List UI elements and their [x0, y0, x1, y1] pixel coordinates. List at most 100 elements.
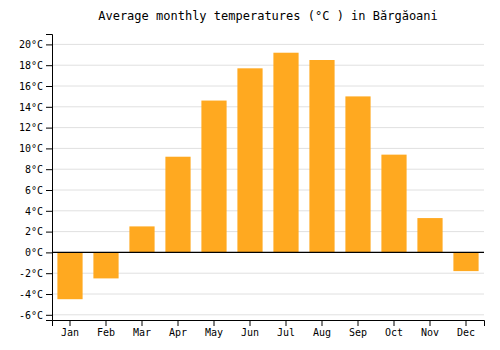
x-tick-label: Feb — [97, 327, 115, 338]
y-tick-label: 6°C — [25, 185, 43, 196]
bar — [165, 157, 190, 253]
y-tick-mark — [46, 252, 52, 253]
y-tick: 14°C — [19, 102, 52, 113]
y-tick-mark — [46, 44, 52, 45]
x-tick: Jun — [241, 320, 259, 338]
y-tick-label: -4°C — [19, 289, 43, 300]
zero-line — [52, 252, 484, 253]
x-tick: Jul — [277, 320, 295, 338]
x-tick: Jan — [61, 320, 79, 338]
y-tick-label: 18°C — [19, 60, 43, 71]
x-tick-mark — [142, 320, 143, 326]
grid-line — [52, 65, 484, 66]
x-tick-label: Aug — [313, 327, 331, 338]
y-tick-mark — [46, 211, 52, 212]
y-tick: 16°C — [19, 81, 52, 92]
x-tick-label: Dec — [457, 327, 475, 338]
y-tick: -6°C — [19, 310, 52, 321]
x-tick-mark — [178, 320, 179, 326]
bar — [237, 68, 262, 252]
y-tick: 4°C — [25, 206, 52, 217]
bars — [57, 53, 478, 299]
y-tick: -2°C — [19, 268, 52, 279]
bar — [57, 252, 82, 299]
x-tick: Dec — [457, 320, 475, 338]
y-tick-mark — [46, 315, 52, 316]
y-tick: -4°C — [19, 289, 52, 300]
y-tick-label: 0°C — [25, 247, 43, 258]
y-tick: 20°C — [19, 39, 52, 50]
y-tick: 18°C — [19, 60, 52, 71]
y-tick: 12°C — [19, 122, 52, 133]
title: Average monthly temperatures (°C ) in Bă… — [98, 9, 438, 23]
y-tick-mark — [46, 128, 52, 129]
y-tick-label: 20°C — [19, 39, 43, 50]
x-tick-mark — [214, 320, 215, 326]
y-tick-mark — [46, 148, 52, 149]
y-tick-mark — [46, 232, 52, 233]
x-tick-mark — [322, 320, 323, 326]
x-tick-label: Sep — [349, 327, 367, 338]
grid-line — [52, 127, 484, 128]
x-tick-label: May — [205, 327, 223, 338]
x-tick: Apr — [169, 320, 187, 338]
y-tick: 8°C — [25, 164, 52, 175]
grid-line — [52, 190, 484, 191]
y-tick-mark — [46, 169, 52, 170]
x-tick-label: Apr — [169, 327, 187, 338]
x-tick: Oct — [385, 320, 403, 338]
y-tick-label: 4°C — [25, 206, 43, 217]
x-tick-mark — [430, 320, 431, 326]
grid-line — [52, 314, 484, 315]
chart: -6°C -4°C -2°C 0°C 2°C 4°C 6°C 8°C 10°C 12°C 14°C 1… — [0, 0, 500, 350]
grid — [52, 44, 484, 314]
bar — [129, 226, 154, 252]
y-tick-label: 16°C — [19, 81, 43, 92]
grid-line — [52, 86, 484, 87]
plot: -6°C -4°C -2°C 0°C 2°C 4°C 6°C 8°C 10°C 12°C 14°C 1… — [19, 35, 485, 339]
x-tick-mark — [394, 320, 395, 326]
y-tick-label: -2°C — [19, 268, 43, 279]
y-tick-label: 14°C — [19, 102, 43, 113]
y-tick: 0°C — [25, 247, 52, 258]
x-axis-line — [53, 321, 485, 327]
x-tick-label: Jan — [61, 327, 79, 338]
bar — [309, 60, 334, 252]
grid-line — [52, 44, 484, 45]
x-tick-label: Mar — [133, 327, 151, 338]
grid-line — [52, 210, 484, 211]
grid-line — [52, 148, 484, 149]
y-axis: -6°C -4°C -2°C 0°C 2°C 4°C 6°C 8°C 10°C 12°C 14°C 1… — [19, 35, 53, 321]
x-tick-mark — [466, 320, 467, 326]
x-tick-mark — [358, 320, 359, 326]
y-tick-mark — [46, 294, 52, 295]
y-tick-mark — [46, 273, 52, 274]
y-tick-label: -6°C — [19, 310, 43, 321]
x-tick: Sep — [349, 320, 367, 338]
x-tick-label: Jun — [241, 327, 259, 338]
y-tick-label: 8°C — [25, 164, 43, 175]
bar — [417, 218, 442, 252]
x-tick-label: Oct — [385, 327, 403, 338]
x-tick-mark — [106, 320, 107, 326]
y-tick-mark — [46, 190, 52, 191]
y-tick-label: 10°C — [19, 143, 43, 154]
bar — [93, 252, 118, 278]
y-tick-mark — [46, 65, 52, 66]
bar — [273, 53, 298, 253]
x-tick-mark — [70, 320, 71, 326]
x-tick-mark — [286, 320, 287, 326]
grid-line — [52, 169, 484, 170]
grid-line — [52, 294, 484, 295]
x-tick-label: Jul — [277, 327, 295, 338]
y-tick-mark — [46, 86, 52, 87]
x-tick: Feb — [97, 320, 115, 338]
x-tick: Nov — [421, 320, 439, 338]
bar — [381, 155, 406, 253]
bar — [201, 101, 226, 253]
y-tick: 2°C — [25, 226, 52, 237]
x-tick-label: Nov — [421, 327, 439, 338]
y-tick: 6°C — [25, 185, 52, 196]
grid-line — [52, 106, 484, 107]
grid-line — [52, 252, 484, 253]
